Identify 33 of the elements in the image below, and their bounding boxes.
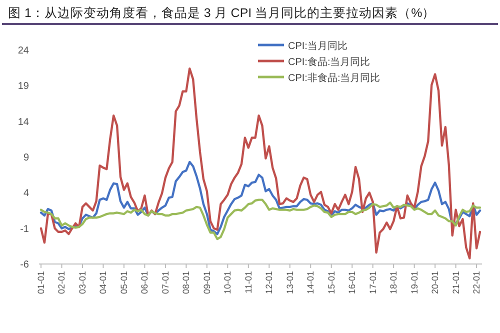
y-tick-label: 24 (18, 46, 30, 56)
x-tick-label: 01-01 (36, 271, 46, 294)
x-tick-label: 21-01 (450, 271, 461, 294)
y-tick-label: 4 (23, 188, 30, 200)
x-tick-label: 10-01 (222, 271, 233, 294)
x-tick-label: 16-01 (347, 271, 358, 294)
x-tick-label: 19-01 (409, 271, 420, 294)
x-tick-label: 14-01 (306, 271, 316, 294)
x-tick-label: 11-01 (243, 271, 254, 294)
y-tick-label: -1 (20, 224, 30, 235)
legend-label: CPI:食品:当月同比 (288, 56, 370, 68)
x-tick-label: 02-01 (56, 271, 67, 294)
x-tick-label: 08-01 (181, 271, 192, 294)
y-tick-label: 9 (23, 152, 30, 164)
x-tick-label: 09-01 (202, 271, 212, 294)
x-tick-label: 17-01 (368, 271, 378, 294)
legend-label: CPI:当月同比 (288, 40, 348, 52)
y-tick-label: -6 (20, 260, 30, 270)
x-tick-label: 15-01 (326, 271, 336, 294)
y-tick-label: 19 (18, 81, 30, 92)
chart-title: 图 1：从边际变动角度看，食品是 3 月 CPI 当月同比的主要拉动因素（%） (8, 5, 436, 20)
x-tick-label: 04-01 (98, 271, 108, 294)
x-tick-label: 03-01 (77, 271, 88, 294)
x-tick-label: 20-01 (430, 271, 440, 294)
x-tick-label: 06-01 (140, 271, 150, 294)
y-tick-label: 14 (18, 116, 30, 128)
x-tick-label: 12-01 (264, 271, 274, 294)
x-tick-label: 05-01 (118, 271, 129, 294)
legend-label: CPI:非食品:当月同比 (288, 72, 380, 84)
x-tick-label: 07-01 (160, 271, 170, 294)
x-tick-label: 22-01 (472, 271, 482, 294)
x-tick-label: 18-01 (388, 271, 399, 294)
x-tick-label: 13-01 (284, 271, 295, 294)
